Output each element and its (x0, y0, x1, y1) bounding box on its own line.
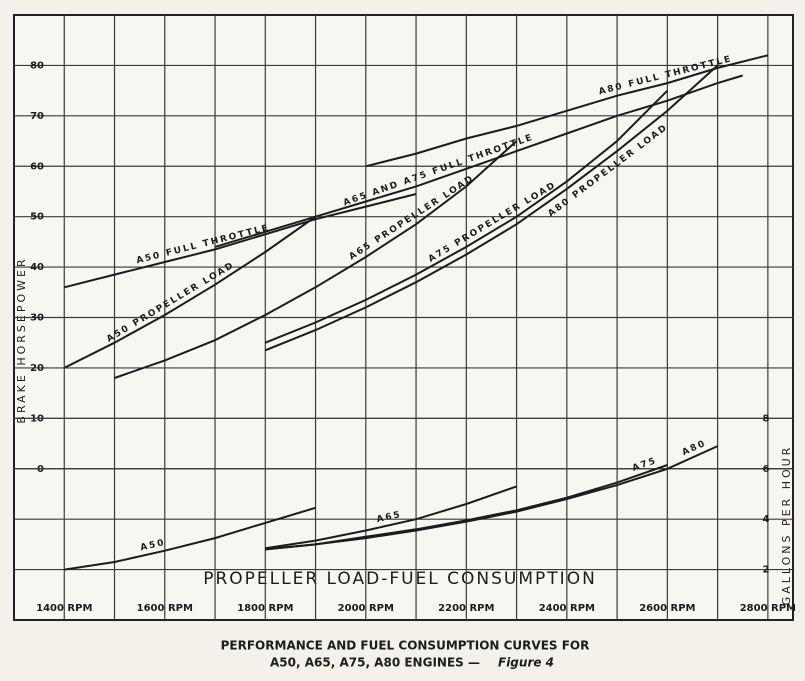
y-tick-label: 70 (30, 111, 44, 122)
x-tick-label: 2200 RPM (438, 603, 494, 614)
data-line (63, 215, 317, 369)
x-tick-label: 2800 RPM (740, 603, 796, 614)
data-line (265, 485, 517, 550)
annotation: PROPELLER LOAD-FUEL CONSUMPTION (203, 569, 597, 589)
y-tick-label: 20 (30, 363, 44, 374)
y-tick-label: 40 (30, 262, 44, 273)
y-tick-label: 30 (30, 313, 44, 324)
chart-subtitle: A50, A65, A75, A80 ENGINES — (270, 656, 480, 670)
y2-axis-label: GALLONS PER HOUR (780, 445, 793, 606)
x-tick-label: 1400 RPM (36, 603, 92, 614)
chart-title: PERFORMANCE AND FUEL CONSUMPTION CURVES … (221, 639, 590, 653)
y2-tick-label: 2 (763, 565, 770, 576)
data-line (64, 193, 417, 289)
x-tick-label: 2400 RPM (539, 603, 595, 614)
y2-tick-label: 4 (763, 514, 770, 525)
x-tick-label: 2000 RPM (338, 603, 394, 614)
x-tick-label: 2600 RPM (639, 603, 695, 614)
figure-label: Figure 4 (498, 656, 554, 670)
y-tick-label: 80 (30, 60, 44, 71)
y-tick-label: 50 (30, 212, 44, 223)
data-line (64, 506, 316, 571)
data-line (265, 445, 719, 551)
y-axis-label: BRAKE HORSEPOWER (15, 256, 28, 423)
x-tick-label: 1600 RPM (137, 603, 193, 614)
data-line (264, 64, 719, 352)
y2-tick-label: 8 (763, 413, 770, 424)
x-tick-label: 1800 RPM (237, 603, 293, 614)
data-line (214, 74, 743, 248)
y2-tick-label: 6 (763, 464, 770, 475)
data-line (365, 54, 769, 168)
data-line (114, 140, 518, 379)
y-tick-label: 60 (30, 161, 44, 172)
data-line (264, 89, 669, 344)
